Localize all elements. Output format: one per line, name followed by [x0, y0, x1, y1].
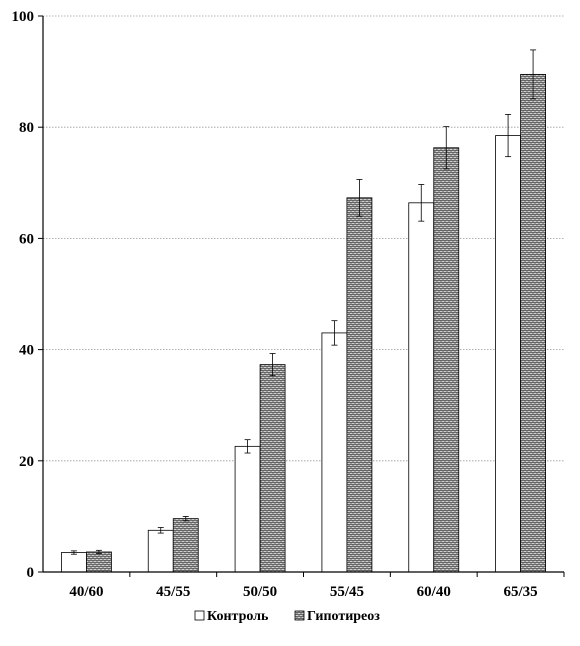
gridlines	[43, 15, 564, 462]
bar-control-60-40	[408, 202, 435, 573]
x-tick-label: 40/60	[69, 584, 103, 600]
y-tick-label: 0	[27, 565, 35, 581]
bar-hypothyroid-45-55	[172, 518, 199, 573]
legend: Контроль Гипотиреоз	[194, 609, 380, 624]
bar-hypothyroid-65-35	[520, 73, 546, 573]
y-tick-label: 20	[19, 454, 34, 470]
legend-label-control: Контроль	[207, 609, 269, 624]
x-tick-label: 55/45	[330, 584, 364, 600]
legend-swatch-control	[194, 610, 205, 621]
x-tick-label: 60/40	[417, 584, 451, 600]
x-tick-label: 65/35	[503, 584, 537, 600]
y-tick-label: 100	[12, 9, 35, 25]
y-tick-label: 80	[19, 120, 34, 136]
bar-control-45-55	[147, 529, 174, 573]
bar-hypothyroid-55-45	[346, 197, 373, 573]
bar-control-65-35	[495, 135, 521, 573]
y-axis-tick-labels: 0 20 40 60 80 100	[12, 9, 35, 581]
x-tick-label: 50/50	[243, 584, 277, 600]
bar-control-55-45	[321, 332, 348, 573]
bar-series-group	[61, 73, 546, 573]
bar-hypothyroid-50-50	[259, 364, 286, 573]
legend-swatch-hypothyroid	[294, 610, 305, 621]
axes	[38, 15, 565, 577]
legend-label-hypothyroid: Гипотиреоз	[307, 609, 380, 624]
bar-hypothyroid-40-60	[86, 551, 112, 573]
x-axis-tick-labels: 40/60 45/55 50/50 55/45 60/40 65/35	[69, 584, 537, 600]
bar-control-40-60	[61, 552, 87, 573]
bar-hypothyroid-60-40	[433, 147, 460, 573]
error-bars-group	[70, 49, 537, 555]
y-tick-label: 60	[19, 231, 34, 247]
bar-control-50-50	[234, 445, 261, 573]
y-tick-label: 40	[19, 343, 34, 359]
x-tick-label: 45/55	[156, 584, 190, 600]
